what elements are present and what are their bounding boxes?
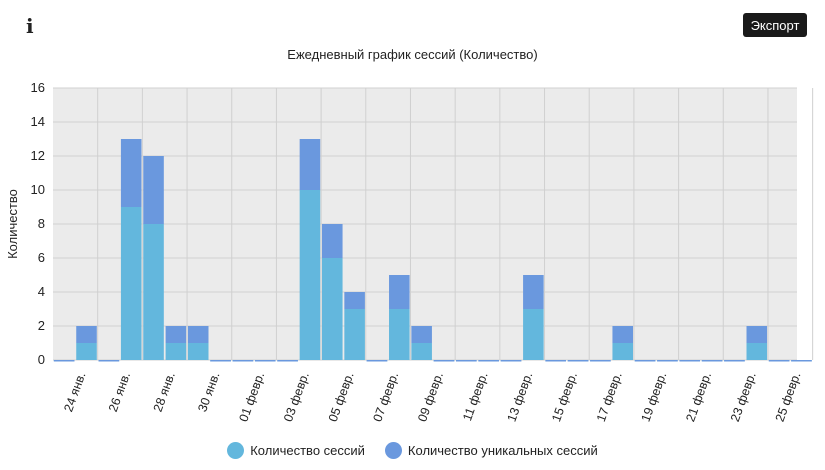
bar-unique-sessions (322, 224, 343, 258)
bar-sessions (299, 190, 321, 360)
bar-unique-sessions (724, 360, 745, 362)
bar-unique-sessions (791, 360, 812, 362)
bar-sessions (165, 343, 187, 360)
x-tick-label: 26 янв. (106, 370, 133, 413)
bar-unique-sessions (523, 275, 544, 309)
legend-item-sessions[interactable]: Количество сессий (227, 441, 365, 459)
x-tick-label: 09 февр. (415, 370, 446, 423)
x-tick-label: 13 февр. (505, 370, 536, 423)
bar-unique-sessions (545, 360, 566, 362)
legend-label-unique-sessions: Количество уникальных сессий (407, 442, 598, 458)
x-tick-label: 03 февр. (281, 370, 312, 423)
bar-unique-sessions (344, 292, 365, 309)
bar-unique-sessions (76, 326, 97, 343)
x-tick-label: 01 февр. (236, 370, 267, 423)
bar-unique-sessions (679, 360, 701, 362)
bar-unique-sessions (98, 360, 120, 362)
export-button[interactable]: Экспорт (743, 13, 807, 37)
x-tick-label: 21 февр. (683, 370, 714, 423)
y-tick-label: 0 (38, 352, 45, 367)
chart-title: Ежедневный график сессий (Количество) (287, 47, 538, 62)
x-tick-label: 15 февр. (549, 370, 580, 423)
chart-legend: Количество сессий Количество уникальных … (0, 438, 825, 462)
bar-unique-sessions (120, 139, 142, 207)
bar-unique-sessions (143, 156, 164, 224)
legend-item-unique-sessions[interactable]: Количество уникальных сессий (384, 441, 598, 459)
y-tick-label: 16 (31, 80, 45, 95)
x-tick-label: 24 янв. (61, 370, 88, 413)
x-tick-label: 19 февр. (639, 370, 670, 423)
bar-unique-sessions (187, 326, 209, 343)
bar-unique-sessions (165, 326, 187, 343)
bar-unique-sessions (500, 360, 522, 362)
bar-unique-sessions (768, 360, 790, 362)
bar-unique-sessions (411, 326, 432, 343)
bar-sessions (523, 309, 544, 360)
x-tick-label: 05 февр. (326, 370, 357, 423)
bar-unique-sessions (254, 360, 276, 362)
bar-unique-sessions (746, 326, 768, 343)
y-tick-label: 10 (31, 182, 45, 197)
x-tick-label: 17 февр. (594, 370, 625, 423)
bar-unique-sessions (612, 326, 634, 343)
bar-unique-sessions (701, 360, 723, 362)
bar-unique-sessions (634, 360, 656, 362)
info-icon[interactable]: i (26, 14, 34, 38)
bar-unique-sessions (567, 360, 589, 362)
bar-sessions (411, 343, 432, 360)
y-tick-label: 12 (31, 148, 45, 163)
y-tick-label: 2 (38, 318, 45, 333)
bar-unique-sessions (53, 360, 75, 362)
bar-unique-sessions (590, 360, 611, 362)
bar-sessions (746, 343, 768, 360)
y-tick-label: 6 (38, 250, 45, 265)
bar-sessions (120, 207, 142, 360)
x-tick-label: 23 февр. (728, 370, 759, 423)
legend-swatch-sessions (227, 441, 245, 459)
x-tick-label: 30 янв. (195, 370, 222, 413)
bar-sessions (143, 224, 164, 360)
bar-sessions (76, 343, 97, 360)
y-axis-title: Количество (5, 189, 20, 259)
bar-unique-sessions (232, 360, 254, 362)
legend-swatch-unique-sessions (384, 441, 402, 459)
bar-unique-sessions (277, 360, 298, 362)
y-tick-label: 14 (31, 114, 45, 129)
bar-unique-sessions (433, 360, 455, 362)
x-tick-label: 07 февр. (370, 370, 401, 423)
x-tick-label: 11 февр. (460, 370, 491, 422)
y-tick-label: 8 (38, 216, 45, 231)
x-tick-label: 28 янв. (151, 370, 178, 413)
bar-unique-sessions (299, 139, 321, 190)
legend-label-sessions: Количество сессий (250, 442, 365, 458)
bar-sessions (322, 258, 343, 360)
y-tick-label: 4 (38, 284, 45, 299)
bar-unique-sessions (389, 275, 410, 309)
bar-unique-sessions (210, 360, 231, 362)
bar-sessions (612, 343, 634, 360)
bar-unique-sessions (366, 360, 388, 362)
bar-sessions (344, 309, 365, 360)
bar-unique-sessions (456, 360, 477, 362)
x-tick-label: 25 февр. (773, 370, 804, 423)
bar-sessions (389, 309, 410, 360)
bar-sessions (187, 343, 209, 360)
session-chart: 0 2 4 6 8 10 12 14 16 24 янв. 26 янв. 28 янв. 30 янв… (5, 80, 814, 424)
bar-unique-sessions (478, 360, 499, 362)
bar-unique-sessions (657, 360, 678, 362)
